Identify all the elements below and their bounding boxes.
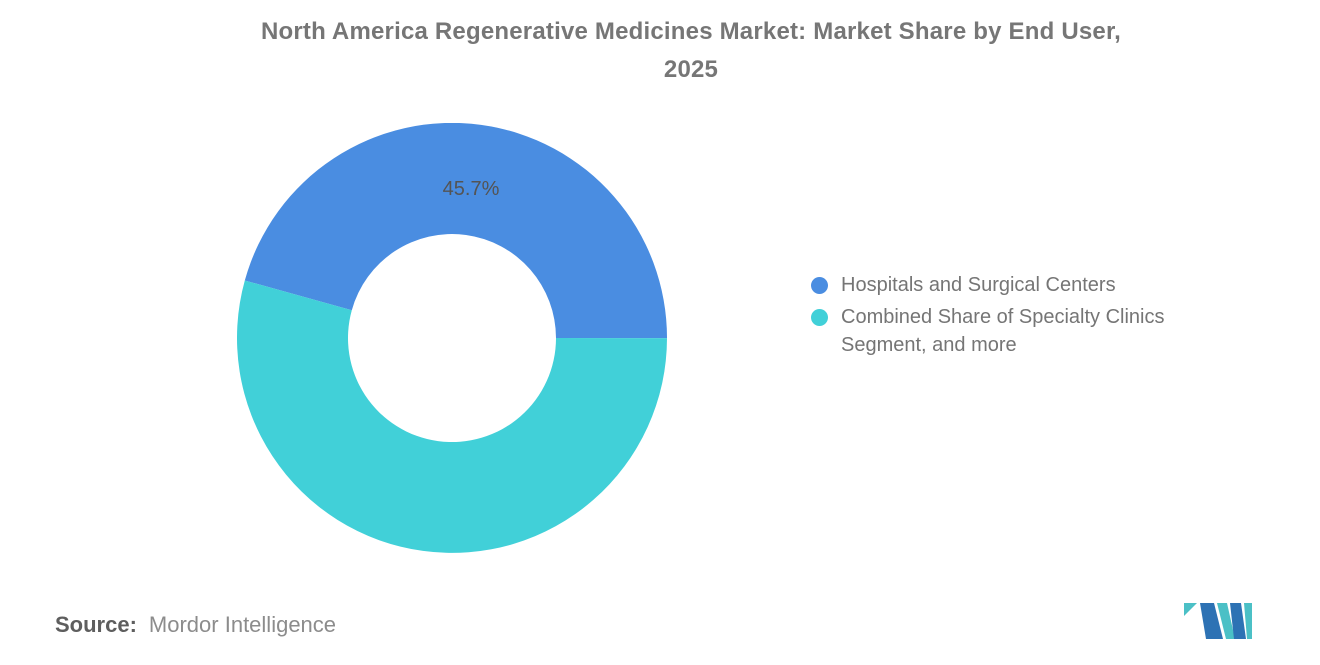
logo-teal-bar-right-icon xyxy=(1244,603,1252,639)
pie-segment-specialty-clinics-and-more[interactable] xyxy=(237,280,667,553)
source-label: Source: xyxy=(55,612,137,637)
mordor-intelligence-logo xyxy=(1184,603,1252,639)
legend-label: Hospitals and Surgical Centers xyxy=(841,274,1116,296)
chart-title: North America Regenerative Medicines Mar… xyxy=(62,13,1320,89)
legend-marker-circle-blue xyxy=(811,277,828,294)
data-label-hospitals-share: 45.7% xyxy=(442,178,500,200)
legend-item-specialty-clinics[interactable]: Combined Share of Specialty Clinics Segm… xyxy=(811,303,1211,359)
logo-blue-band-right-icon xyxy=(1230,603,1246,639)
pie-segment-hospitals-and-surgical-centers[interactable] xyxy=(244,123,667,339)
logo-teal-band-middle-icon xyxy=(1217,603,1235,639)
donut-chart xyxy=(237,123,667,553)
legend-marker-circle-teal xyxy=(811,309,828,326)
legend-item-hospitals[interactable]: Hospitals and Surgical Centers xyxy=(811,271,1211,299)
legend-label: Combined Share of Specialty Clinics Segm… xyxy=(841,306,1165,356)
logo-teal-triangle-left-icon xyxy=(1184,603,1197,616)
chart-title-line2: 2025 xyxy=(663,56,719,83)
chart-legend: Hospitals and Surgical Centers Combined … xyxy=(811,271,1211,363)
source-value: Mordor Intelligence xyxy=(148,612,337,637)
logo-blue-band-left-icon xyxy=(1200,603,1223,639)
chart-title-line1: North America Regenerative Medicines Mar… xyxy=(260,18,1122,45)
source-line: Source: Mordor Intelligence xyxy=(55,612,336,638)
